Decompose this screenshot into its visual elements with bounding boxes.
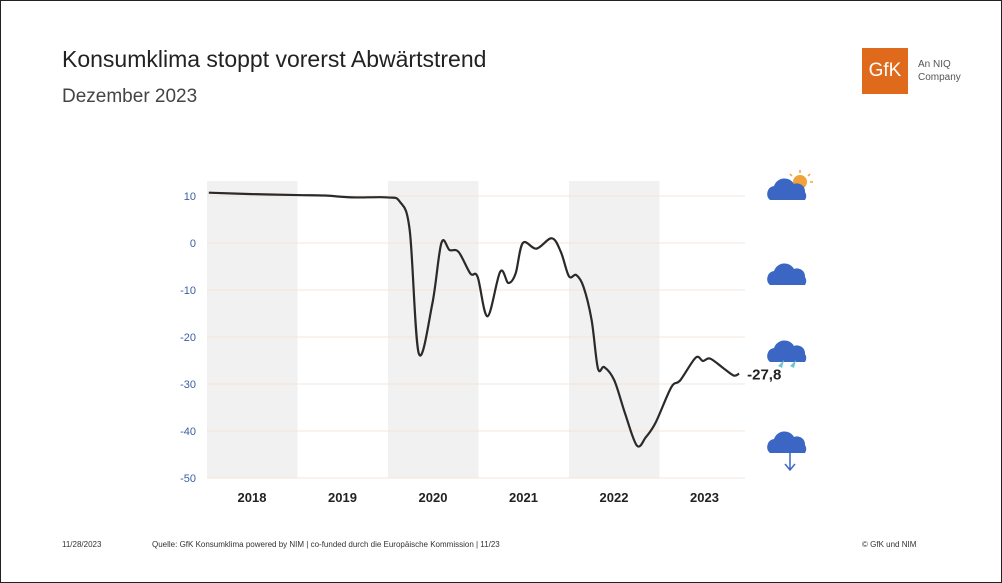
series-line-konsumklima bbox=[208, 191, 740, 448]
footer-date: 11/28/2023 bbox=[62, 540, 102, 549]
logo-tagline: An NIQ Company bbox=[918, 59, 961, 83]
page-subtitle: Dezember 2023 bbox=[62, 86, 198, 107]
end-value-label: -27,8 bbox=[747, 367, 781, 384]
y-tick-label: 0 bbox=[190, 238, 196, 250]
y-tick-label: -40 bbox=[180, 426, 196, 438]
page-title: Konsumklima stoppt vorerst Abwärtstrend bbox=[62, 46, 487, 72]
y-tick-label: -30 bbox=[180, 379, 196, 391]
gfk-logo: GfK bbox=[862, 48, 908, 94]
y-tick-label: 10 bbox=[184, 191, 196, 203]
x-tick-label: 2019 bbox=[328, 490, 357, 505]
footer-source: Quelle: GfK Konsumklima powered by NIM |… bbox=[152, 540, 500, 549]
storm-cloud-icon bbox=[767, 431, 807, 472]
footer-copyright: © GfK und NIM bbox=[862, 540, 917, 549]
x-tick-label: 2021 bbox=[509, 490, 538, 505]
sun-cloud-icon bbox=[767, 170, 813, 200]
x-tick-label: 2018 bbox=[238, 490, 267, 505]
logo-mark: GfK bbox=[868, 60, 902, 81]
x-tick-label: 2022 bbox=[600, 490, 629, 505]
y-tick-label: -50 bbox=[180, 473, 196, 485]
cloud-icon bbox=[767, 263, 807, 285]
y-tick-label: -20 bbox=[180, 332, 196, 344]
year-band-2018 bbox=[207, 181, 298, 478]
y-tick-label: -10 bbox=[180, 285, 196, 297]
x-tick-label: 2023 bbox=[690, 490, 719, 505]
rain-cloud-icon bbox=[767, 340, 807, 368]
year-band-2020 bbox=[388, 181, 479, 478]
year-band-2022 bbox=[569, 181, 660, 478]
x-tick-label: 2020 bbox=[419, 490, 448, 505]
